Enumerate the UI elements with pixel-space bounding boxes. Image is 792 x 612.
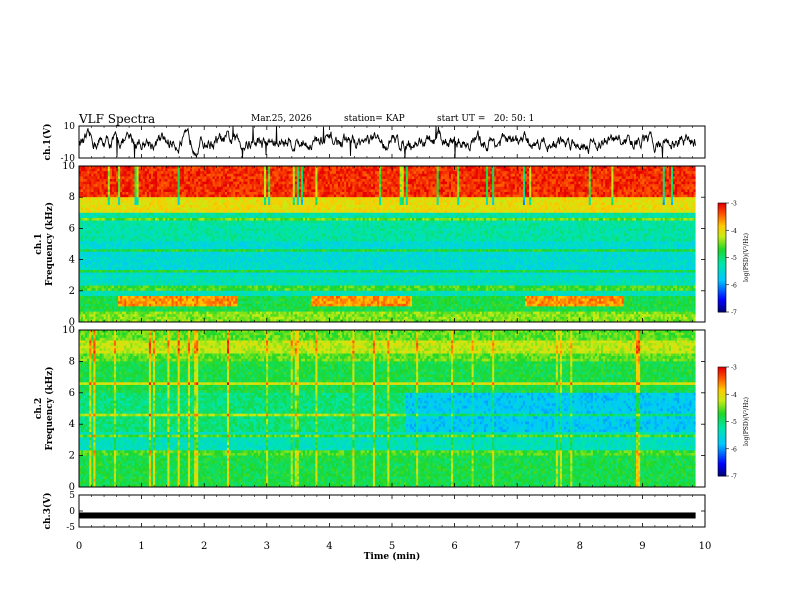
y-tick-label: 5	[69, 491, 75, 501]
y-tick-label: 8	[69, 192, 75, 203]
y-tick-label: -10	[61, 154, 76, 164]
y-tick-label: 6	[69, 223, 75, 234]
x-tick-label: 7	[514, 541, 520, 552]
y-tick-label: 6	[69, 388, 75, 399]
spec1-colorbar-label: log(PSD)(V²/Hz)	[743, 233, 750, 282]
spec2-heatmap	[79, 330, 697, 488]
x-tick-label: 4	[326, 541, 332, 552]
x-tick-label: 3	[264, 541, 270, 552]
y-tick-label: 10	[62, 161, 75, 172]
spec1-panel-label: ch.1	[34, 233, 44, 254]
ch3-signal-line	[79, 512, 696, 519]
y-tick-label: 10	[64, 122, 76, 132]
x-tick-label: 5	[389, 541, 395, 552]
x-tick-label: 2	[201, 541, 207, 552]
y-tick-label: 8	[69, 356, 75, 367]
colorbar-tick-label: -5	[731, 255, 737, 262]
y-tick-label: 4	[69, 255, 75, 266]
ch3-ylabel: ch.3(V)	[42, 493, 53, 530]
x-tick-label: 10	[699, 541, 712, 552]
spec1-colorbar	[718, 203, 726, 313]
y-tick-label: 2	[69, 451, 75, 462]
colorbar-tick-label: -5	[731, 419, 737, 426]
colorbar-tick-label: -4	[731, 392, 737, 399]
x-tick-label: 8	[577, 541, 583, 552]
colorbar-tick-label: -6	[731, 446, 737, 453]
y-tick-label: 10	[62, 325, 75, 336]
ch3-panel-frame	[78, 494, 706, 528]
spec1-empty-region	[695, 166, 705, 322]
colorbar-tick-label: -3	[731, 365, 737, 372]
colorbar-tick-label: -7	[731, 474, 737, 481]
x-axis-label: Time (min)	[364, 551, 421, 562]
chart-title: VLF Spectra	[79, 112, 155, 126]
colorbar-tick-label: -3	[731, 201, 737, 208]
spec1-ylabel: Frequency (kHz)	[44, 202, 55, 286]
spec1-heatmap	[79, 166, 697, 323]
y-tick-label: 0	[69, 507, 75, 517]
x-tick-label: 6	[451, 541, 457, 552]
ch1-waveform	[78, 125, 696, 159]
y-tick-label: 0	[69, 482, 75, 493]
spec2-colorbar-label: log(PSD)(V²/Hz)	[743, 397, 750, 446]
y-tick-label: 4	[69, 419, 75, 430]
spec2-ylabel: Frequency (kHz)	[44, 366, 55, 450]
spec2-empty-region	[695, 330, 705, 487]
y-tick-label: 0	[69, 317, 75, 328]
start-time-label: start UT = 20: 50: 1	[437, 114, 534, 124]
date-label: Mar.25, 2026	[251, 114, 312, 124]
x-tick-label: 9	[639, 541, 645, 552]
spec2-colorbar	[718, 367, 726, 477]
x-tick-label: 1	[138, 541, 144, 552]
colorbar-tick-label: -4	[731, 228, 737, 235]
ch1-waveform-line	[78, 125, 696, 159]
ch1-ylabel: ch.1(V)	[42, 124, 53, 161]
x-tick-label: 0	[76, 541, 82, 552]
spec2-panel-label: ch.2	[34, 398, 44, 419]
colorbar-tick-label: -7	[731, 310, 737, 317]
station-label: station= KAP	[344, 114, 405, 124]
colorbar-tick-label: -6	[731, 282, 737, 289]
y-tick-label: 2	[69, 286, 75, 297]
y-tick-label: -5	[66, 523, 75, 533]
